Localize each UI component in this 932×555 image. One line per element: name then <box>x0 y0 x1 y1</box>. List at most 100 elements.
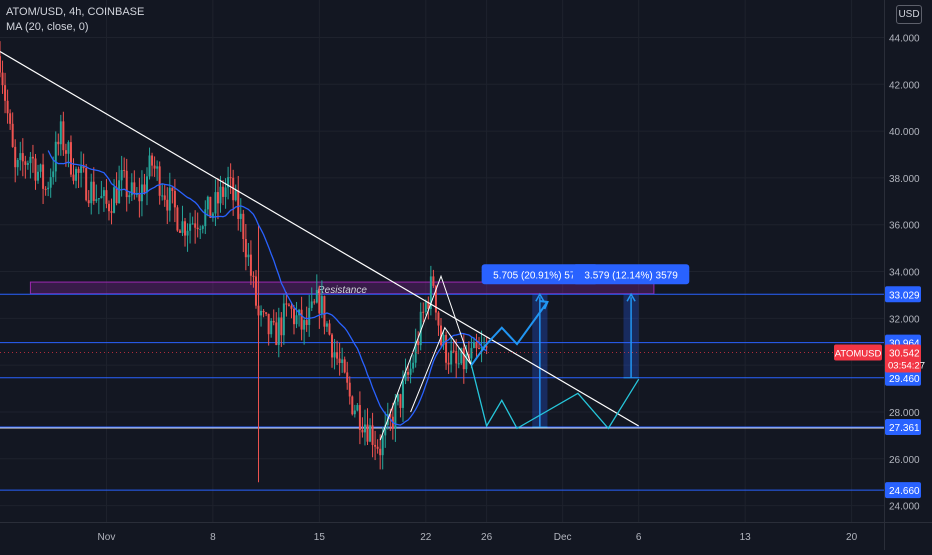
time-axis: Nov 8 15 22 26 Dec 6 13 20 <box>0 522 932 550</box>
candle-body <box>123 170 126 172</box>
x-tick-label: Nov <box>98 532 116 543</box>
candle-body <box>85 168 88 201</box>
candle-body <box>16 160 19 168</box>
candle-body <box>277 317 280 345</box>
candle-body <box>480 346 483 349</box>
candle-body <box>59 121 62 145</box>
x-tick-label: 20 <box>846 532 858 543</box>
candle-body <box>146 176 148 193</box>
measure-arrow-head <box>535 292 545 302</box>
candle-body <box>211 213 214 218</box>
candle-body <box>293 308 295 325</box>
candle-body <box>191 223 194 225</box>
candle-body <box>171 187 174 191</box>
candle-body <box>315 289 318 303</box>
candle-body <box>445 334 448 363</box>
candle-body <box>295 315 298 325</box>
projection-down-path[interactable] <box>470 365 640 430</box>
candle-body <box>102 190 105 197</box>
candle-body <box>467 353 470 359</box>
candle-body <box>475 342 478 349</box>
y-tick-label: 36.000 <box>889 221 920 232</box>
y-tick-label: 44.000 <box>889 33 920 44</box>
chart-legend: ATOM/USD, 4h, COINBASE MA (20, close, 0) <box>6 5 144 35</box>
candle-body <box>64 150 67 154</box>
candle-body <box>189 223 192 231</box>
x-tick-label: 15 <box>314 532 326 543</box>
candle-body <box>39 164 42 172</box>
candle-body <box>4 85 7 101</box>
candle-body <box>95 199 98 201</box>
candle-body <box>341 359 344 364</box>
candle-body <box>219 186 222 204</box>
candle-body <box>249 254 252 276</box>
price-axis-bg <box>884 0 932 550</box>
candle-body <box>394 401 397 429</box>
descending-trendline[interactable] <box>0 50 639 427</box>
candle-body <box>429 276 432 310</box>
candle-body <box>143 184 146 193</box>
candle-body <box>97 198 100 200</box>
symbol-title[interactable]: ATOM/USD, 4h, COINBASE <box>6 6 145 18</box>
candle-body <box>6 100 9 114</box>
candle-body <box>49 177 52 188</box>
y-tick-label: 38.000 <box>889 174 920 185</box>
candle-body <box>417 341 420 346</box>
candle-body <box>204 209 207 227</box>
candle-body <box>363 424 366 433</box>
candle-body <box>358 405 361 430</box>
candle-body <box>401 380 404 408</box>
measure-arrow-head <box>626 292 636 302</box>
candle-body <box>75 168 78 181</box>
candle-body <box>343 359 346 373</box>
candle-body <box>222 186 225 197</box>
candle-body <box>72 174 75 181</box>
candle-body <box>69 142 72 175</box>
candle-body <box>280 317 283 336</box>
moving-average-line <box>47 150 487 426</box>
candle-body <box>224 187 227 197</box>
candle-body <box>447 362 450 365</box>
level-price-tag <box>885 369 921 386</box>
candle-body <box>115 187 118 204</box>
candle-body <box>148 155 151 177</box>
y-tick-label: 42.000 <box>889 80 920 91</box>
measure-label-2: 3.579 (12.14%) 3579 <box>584 270 678 281</box>
candle-body <box>107 203 110 212</box>
candle-body <box>156 166 159 169</box>
candle-body <box>138 193 141 202</box>
candle-body <box>140 184 143 202</box>
candle-body <box>308 307 311 325</box>
candle-body <box>465 353 468 370</box>
resistance-label: Resistance <box>317 285 367 296</box>
candle-body <box>450 350 453 365</box>
current-price-value: 30.542 <box>889 348 920 359</box>
level-price-label: 30.964 <box>889 339 920 350</box>
projection-up-arrowhead <box>539 299 549 310</box>
y-tick-label: 34.000 <box>889 268 920 279</box>
candle-body <box>353 410 356 415</box>
candle-body <box>267 313 270 335</box>
candle-body <box>153 165 156 169</box>
level-price-label: 24.660 <box>889 486 920 497</box>
currency-button[interactable]: USD <box>896 5 922 24</box>
candle-body <box>422 311 425 313</box>
candle-body <box>118 180 121 204</box>
candle-body <box>424 301 427 312</box>
candle-body <box>133 182 136 195</box>
candle-body <box>432 276 435 286</box>
candle-body <box>37 171 40 181</box>
candle-body <box>384 424 387 436</box>
candle-body <box>135 193 138 195</box>
candle-body <box>381 435 384 456</box>
indicator-label[interactable]: MA (20, close, 0) <box>6 21 89 33</box>
projection-up-path[interactable] <box>470 301 549 366</box>
candle-body <box>100 196 103 199</box>
candle-body <box>323 296 326 327</box>
candle-body <box>62 121 65 151</box>
candle-body <box>333 352 336 358</box>
candle-body <box>52 171 55 178</box>
